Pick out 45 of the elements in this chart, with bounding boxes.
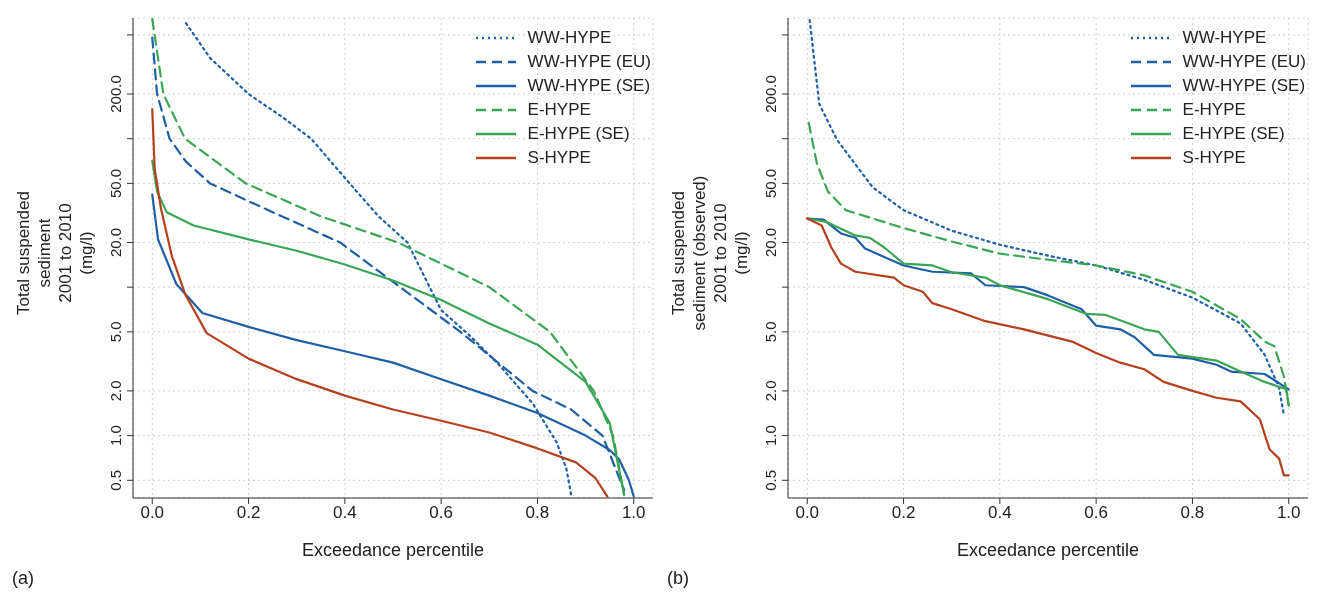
x-tick-label: 0.6 <box>1084 503 1108 523</box>
text: (a) <box>12 568 34 589</box>
x-tick-label: 0.4 <box>988 503 1012 523</box>
y-tick-label: 1.0 <box>107 425 124 447</box>
y-tick-label: 200.0 <box>107 75 124 113</box>
y-tick-label: 0.5 <box>107 469 124 491</box>
y-tick-label: 50.0 <box>107 168 124 198</box>
y-tick-label: 0.5 <box>762 469 779 491</box>
x-tick-label: 0.0 <box>795 503 820 523</box>
legend-label: WW-HYPE (EU) <box>1182 51 1306 73</box>
y-tick-label: 50.0 <box>762 168 779 198</box>
y-tick-label: 200.0 <box>762 75 779 113</box>
x-tick-label: 1.0 <box>621 503 646 523</box>
y-tick-label: 2.0 <box>107 380 124 402</box>
text: (b) <box>667 568 689 589</box>
y-axis-title: Total suspended sediment 2001 to 2010 (mg/l) <box>13 191 97 315</box>
x-tick-label: 0.6 <box>429 503 453 523</box>
legend-label: S-HYPE <box>1182 147 1246 169</box>
legend-label: S-HYPE <box>527 147 591 169</box>
legend-label: E-HYPE (SE) <box>1182 123 1285 145</box>
y-tick-label: 2.0 <box>762 380 779 402</box>
y-tick-label: 5.0 <box>107 321 124 343</box>
x-tick-label: 0.4 <box>333 503 357 523</box>
x-tick-label: 1.0 <box>1276 503 1301 523</box>
legend-label: E-HYPE (SE) <box>527 123 630 145</box>
x-tick-label: 0.2 <box>236 503 261 523</box>
x-tick-label: 0.8 <box>1180 503 1205 523</box>
y-tick-label: 1.0 <box>762 425 779 447</box>
x-axis-title: Exceedance percentile <box>956 540 1140 560</box>
y-tick-label: 20.0 <box>107 227 124 258</box>
x-axis-title: Exceedance percentile <box>301 540 485 560</box>
x-tick-label: 0.0 <box>140 503 165 523</box>
line-series <box>806 217 1290 477</box>
legend-label: WW-HYPE <box>1182 27 1267 49</box>
legend-label: WW-HYPE (EU) <box>527 51 651 73</box>
legend-label: WW-HYPE (SE) <box>1182 75 1306 97</box>
y-tick-label: 5.0 <box>762 321 779 343</box>
legend-label: E-HYPE <box>1182 99 1246 121</box>
legend-label: E-HYPE <box>527 99 591 121</box>
y-axis-title: Total suspended sediment (observed) 2001 to 2010 (mg/l) <box>668 175 752 331</box>
x-tick-label: 0.8 <box>525 503 550 523</box>
legend-label: WW-HYPE <box>527 27 612 49</box>
x-tick-label: 0.2 <box>891 503 916 523</box>
y-tick-label: 20.0 <box>762 227 779 258</box>
legend-label: WW-HYPE (SE) <box>527 75 651 97</box>
